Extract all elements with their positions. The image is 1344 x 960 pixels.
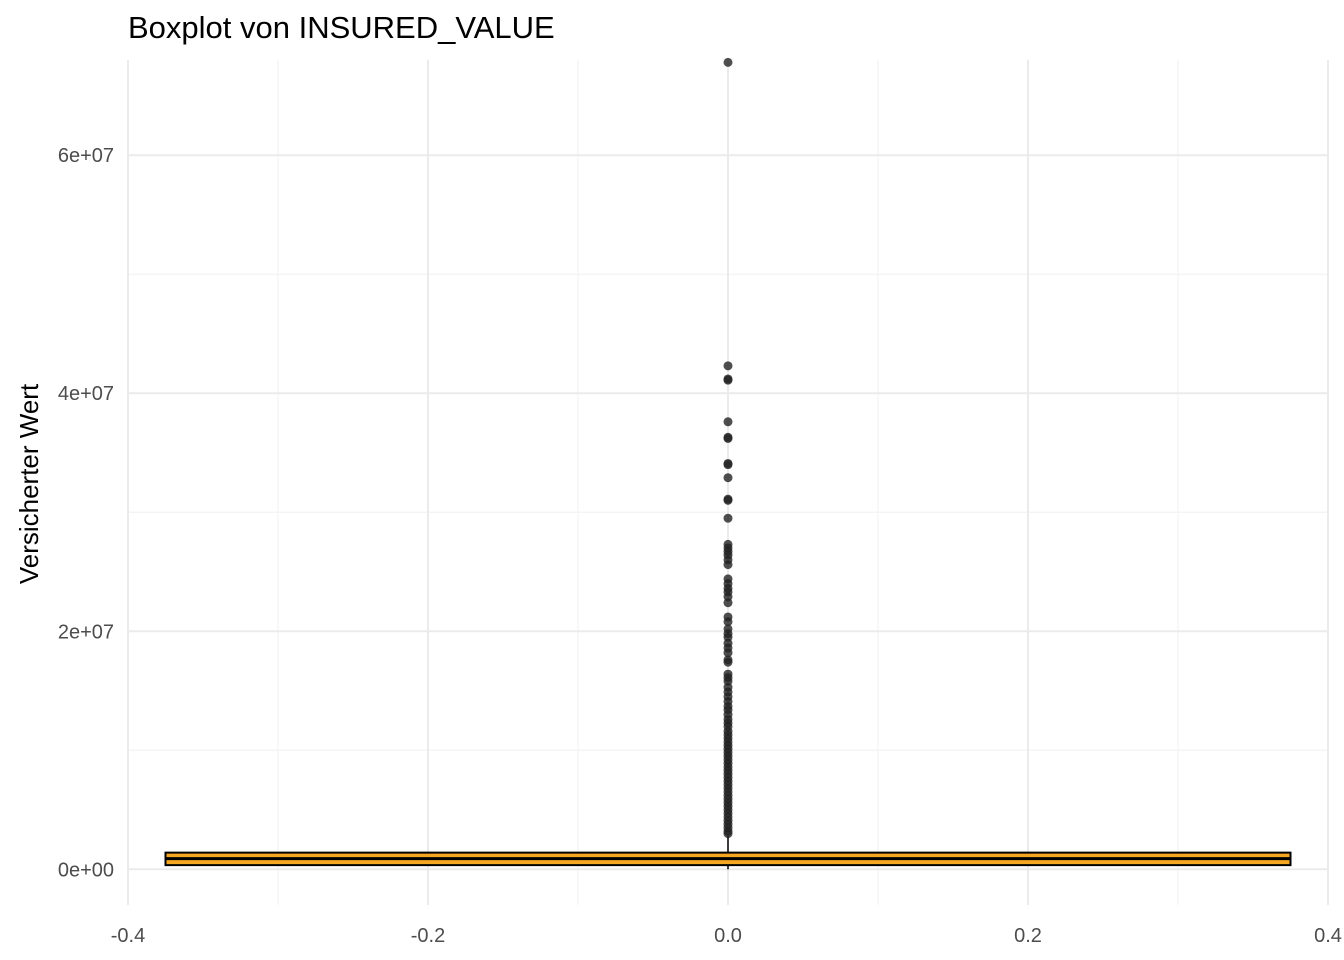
y-axis-label: Versicherter Wert bbox=[14, 383, 44, 584]
outlier-point bbox=[723, 417, 733, 427]
y-tick-label: 6e+07 bbox=[58, 145, 114, 167]
outlier-point bbox=[723, 657, 733, 667]
outlier-point bbox=[723, 617, 733, 627]
y-tick-label: 4e+07 bbox=[58, 383, 114, 405]
x-tick-label: 0.4 bbox=[1314, 925, 1342, 947]
x-tick-label: -0.4 bbox=[111, 925, 145, 947]
y-tick-label: 0e+00 bbox=[58, 859, 114, 881]
x-tick-label: 0.0 bbox=[714, 925, 742, 947]
outlier-point bbox=[723, 495, 733, 505]
x-tick-label: -0.2 bbox=[411, 925, 445, 947]
outlier-point bbox=[723, 513, 733, 523]
outlier-point bbox=[723, 598, 733, 608]
outlier-point bbox=[723, 375, 733, 385]
outlier-point bbox=[723, 829, 733, 839]
mark-layer bbox=[164, 57, 1292, 870]
outlier-point bbox=[723, 473, 733, 483]
outlier-point bbox=[723, 433, 733, 443]
outlier-point bbox=[723, 560, 733, 570]
chart-title: Boxplot von INSURED_VALUE bbox=[128, 10, 555, 45]
outlier-point bbox=[723, 361, 733, 371]
axis-layer: -0.4 -0.2 0.0 0.2 0.4 0e+00 2e+07 4e+07 6e+07 bbox=[58, 145, 1342, 947]
outlier-point bbox=[723, 460, 733, 470]
outlier-point bbox=[723, 648, 733, 658]
y-tick-label: 2e+07 bbox=[58, 621, 114, 643]
outlier-point bbox=[723, 57, 733, 67]
x-tick-label: 0.2 bbox=[1014, 925, 1042, 947]
